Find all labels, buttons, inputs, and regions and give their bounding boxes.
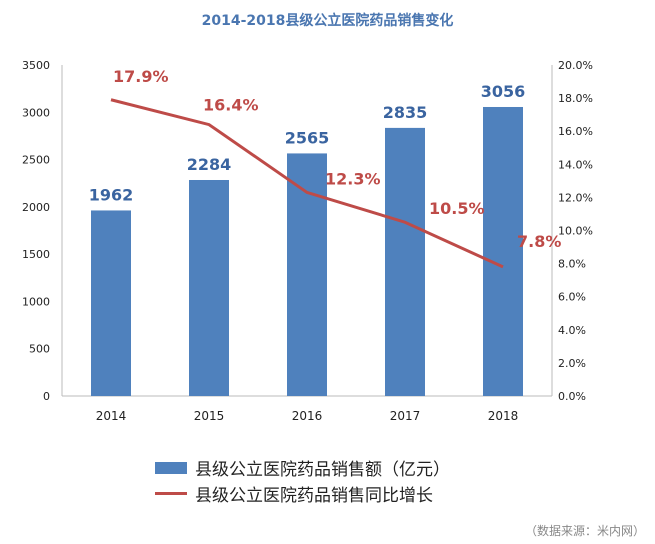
bar-data-label: 2284 — [187, 155, 232, 174]
line-data-label: 17.9% — [113, 67, 169, 86]
left-tick-label: 3000 — [22, 106, 50, 119]
right-tick-label: 14.0% — [558, 158, 593, 171]
x-tick-label: 2016 — [292, 409, 323, 423]
left-tick-label: 500 — [29, 343, 50, 356]
bar — [385, 127, 425, 396]
bar — [483, 106, 523, 396]
chart-title: 2014-2018县级公立医院药品销售变化 — [201, 13, 454, 29]
legend-item-growth: 县级公立医院药品销售同比增长 — [155, 481, 433, 506]
right-tick-label: 10.0% — [558, 225, 593, 238]
right-tick-label: 12.0% — [558, 191, 593, 204]
bar — [287, 153, 327, 396]
left-tick-label: 1000 — [22, 295, 50, 308]
bar — [91, 210, 131, 396]
right-tick-label: 4.0% — [558, 324, 586, 337]
right-tick-label: 20.0% — [558, 59, 593, 72]
left-tick-label: 2000 — [22, 201, 50, 214]
legend-label-growth: 县级公立医院药品销售同比增长 — [195, 486, 433, 506]
bar — [189, 179, 229, 396]
right-tick-label: 6.0% — [558, 291, 586, 304]
line-data-label: 16.4% — [203, 96, 259, 115]
x-tick-label: 2018 — [488, 409, 519, 423]
right-tick-label: 16.0% — [558, 125, 593, 138]
left-tick-label: 2500 — [22, 154, 50, 167]
bar-data-label: 3056 — [481, 82, 526, 101]
x-tick-label: 2014 — [96, 409, 127, 423]
x-tick-label: 2017 — [390, 409, 421, 423]
right-tick-label: 8.0% — [558, 258, 586, 271]
bar-data-label: 2565 — [285, 128, 330, 147]
legend-swatch-bar — [155, 461, 187, 474]
data-source-note: （数据来源：米内网） — [524, 524, 645, 538]
x-tick-label: 2015 — [194, 409, 225, 423]
legend-label-sales: 县级公立医院药品销售额（亿元） — [195, 460, 450, 480]
legend-swatch-line — [155, 492, 187, 495]
line-data-label: 10.5% — [429, 199, 485, 218]
left-tick-label: 0 — [43, 390, 50, 403]
line-data-label: 12.3% — [325, 169, 381, 188]
bar-data-label: 1962 — [89, 185, 134, 204]
growth-line — [110, 98, 504, 269]
bar-data-label: 2835 — [383, 103, 428, 122]
left-tick-label: 1500 — [22, 248, 50, 261]
right-tick-label: 2.0% — [558, 357, 586, 370]
line-data-label: 7.8% — [517, 232, 561, 251]
left-tick-label: 3500 — [22, 59, 50, 72]
legend-item-sales: 县级公立医院药品销售额（亿元） — [155, 455, 450, 480]
right-tick-label: 18.0% — [558, 92, 593, 105]
right-tick-label: 0.0% — [558, 390, 586, 403]
